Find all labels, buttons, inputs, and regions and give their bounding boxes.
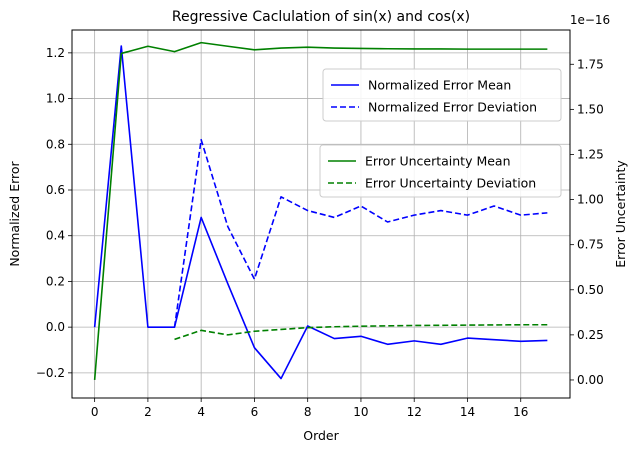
legend-label: Normalized Error Mean <box>368 78 511 93</box>
y-left-tick-label: 0.6 <box>46 183 65 197</box>
y-axis-right-label: Error Uncertainty <box>613 160 628 268</box>
plot-frame <box>71 29 571 399</box>
series-line-error-uncertainty-deviation <box>174 323 548 341</box>
y-right-tick-label: 1.00 <box>577 193 604 207</box>
y-left-tick-label: 0.4 <box>46 229 65 243</box>
x-tick-label: 10 <box>353 405 368 419</box>
y-right-tick-label: 0.00 <box>577 373 604 387</box>
y-right-tick-label: 1.75 <box>577 57 604 71</box>
y-left-tick-label: 1.0 <box>46 92 65 106</box>
legends: Normalized Error Mean Normalized Error De… <box>319 68 562 198</box>
x-tick-label: 12 <box>407 405 422 419</box>
legend-box <box>319 144 562 198</box>
y-left-tick-label: −0.2 <box>36 366 65 380</box>
series-lines <box>93 41 548 381</box>
x-tick-label: 2 <box>144 405 152 419</box>
chart-title: Regressive Caclulation of sin(x) and cos… <box>172 9 470 25</box>
x-tick-label: 0 <box>91 405 99 419</box>
x-axis-label: Order <box>303 428 339 443</box>
y-right-tick-label: 1.50 <box>577 102 604 116</box>
x-tick-label: 4 <box>197 405 205 419</box>
series-line-normalized-error-mean <box>93 45 548 380</box>
x-tick-label: 8 <box>304 405 312 419</box>
x-tick-label: 16 <box>513 405 528 419</box>
series-line-error-uncertainty-mean <box>93 41 548 381</box>
y-left-tick-label: 0.0 <box>46 320 65 334</box>
y-axis-right-offset-label: 1e−16 <box>570 13 610 27</box>
y-left-tick-label: 0.8 <box>46 137 65 151</box>
x-tick-label: 14 <box>460 405 475 419</box>
x-tick-label: 6 <box>251 405 259 419</box>
y-right-tick-label: 1.25 <box>577 147 604 161</box>
legend-box <box>322 68 562 122</box>
y-right-tick-label: 0.75 <box>577 238 604 252</box>
legend-label: Error Uncertainty Deviation <box>365 176 536 191</box>
series-line-normalized-error-deviation <box>173 138 548 328</box>
y-right-tick-label: 0.50 <box>577 283 604 297</box>
y-left-tick-label: 0.2 <box>46 274 65 288</box>
legend-label: Error Uncertainty Mean <box>365 154 511 169</box>
legend-label: Normalized Error Deviation <box>368 100 537 115</box>
y-left-tick-label: 1.2 <box>46 46 65 60</box>
y-axis-left-label: Normalized Error <box>7 160 22 266</box>
y-right-tick-label: 0.25 <box>577 328 604 342</box>
axis-ticks: 0 2 4 6 8 10 12 14 16 −0.2 0.0 0.2 0.4 0.6 0.8 1.0 1.2 0.… <box>36 46 604 419</box>
